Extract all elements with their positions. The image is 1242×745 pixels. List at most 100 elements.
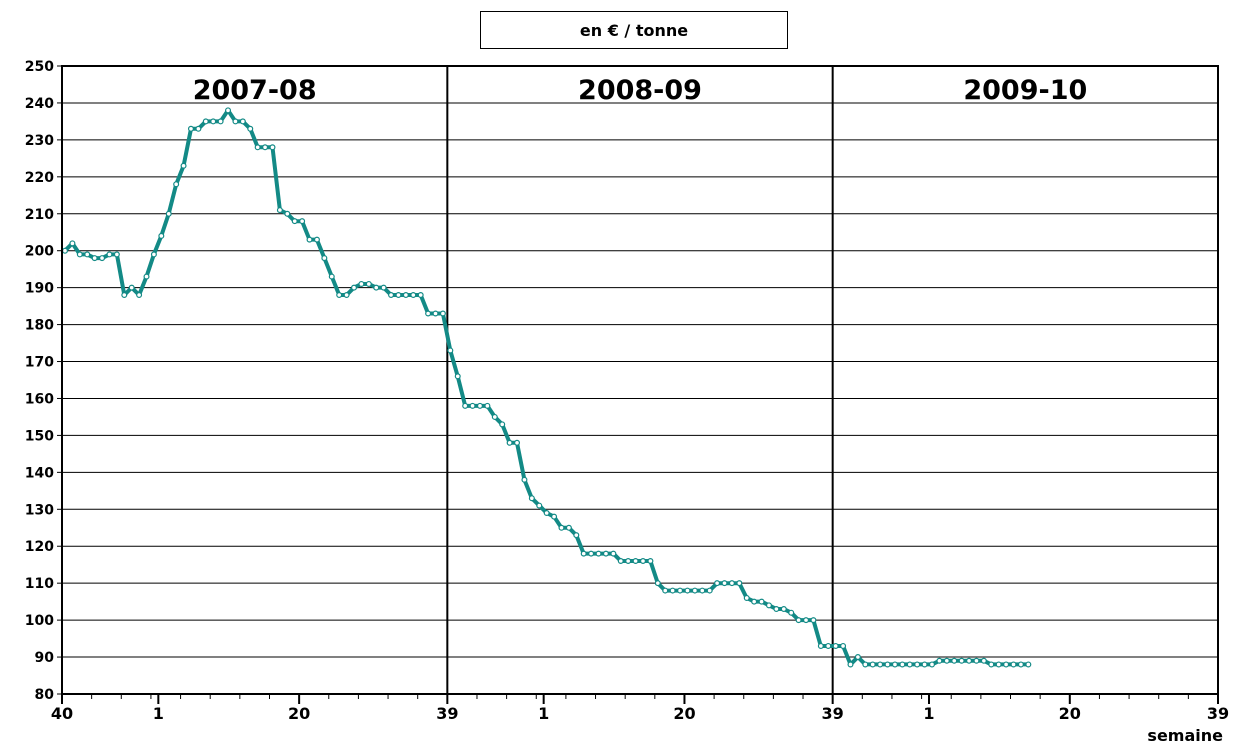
x-tick-label: 39 [436, 704, 458, 723]
x-tick-label: 40 [51, 704, 73, 723]
data-point [439, 310, 446, 317]
data-point [491, 413, 498, 420]
data-point [684, 587, 691, 594]
season-label: 2008-09 [578, 75, 702, 106]
data-point [914, 661, 921, 668]
data-point [432, 310, 439, 317]
data-point [402, 292, 409, 299]
data-point [521, 476, 528, 483]
y-tick-label: 210 [25, 207, 54, 223]
data-point [373, 284, 380, 291]
data-point [743, 594, 750, 601]
data-point [691, 587, 698, 594]
data-point [84, 251, 91, 258]
data-point [269, 144, 276, 151]
data-point [877, 661, 884, 668]
data-point [128, 284, 135, 291]
y-tick-label: 120 [25, 539, 54, 555]
data-point [988, 661, 995, 668]
data-point [728, 580, 735, 587]
data-point [425, 310, 432, 317]
data-point [765, 602, 772, 609]
data-point [869, 661, 876, 668]
data-point [195, 125, 202, 132]
data-point [173, 181, 180, 188]
data-point [254, 144, 261, 151]
y-tick-label: 90 [35, 650, 55, 666]
data-point [165, 210, 172, 217]
data-point [202, 118, 209, 125]
data-point [721, 580, 728, 587]
data-point [484, 402, 491, 409]
data-point [928, 661, 935, 668]
data-point [232, 118, 239, 125]
data-point [299, 218, 306, 225]
data-point [417, 292, 424, 299]
y-tick-label: 110 [25, 576, 54, 592]
data-point [780, 606, 787, 613]
data-point [336, 292, 343, 299]
data-point [677, 587, 684, 594]
x-axis-title: semaine [1147, 726, 1223, 745]
data-point [469, 402, 476, 409]
x-tick-label: 39 [1207, 704, 1229, 723]
data-point [573, 532, 580, 539]
data-point [810, 617, 817, 624]
data-point [558, 524, 565, 531]
data-point [69, 240, 76, 247]
data-point [187, 125, 194, 132]
data-point [951, 657, 958, 664]
data-point [306, 236, 313, 243]
data-point [225, 107, 232, 114]
y-tick-label: 220 [25, 170, 54, 186]
data-point [995, 661, 1002, 668]
data-point [158, 232, 165, 239]
data-point [899, 661, 906, 668]
data-point [662, 587, 669, 594]
data-point [617, 558, 624, 565]
data-point [447, 347, 454, 354]
data-point [210, 118, 217, 125]
data-point [943, 657, 950, 664]
data-point [395, 292, 402, 299]
grid-lines [62, 102, 1218, 658]
y-tick-label: 100 [25, 613, 54, 629]
data-point [921, 661, 928, 668]
data-point [825, 642, 832, 649]
data-point [565, 524, 572, 531]
data-point [91, 255, 98, 262]
data-point [958, 657, 965, 664]
data-point [99, 255, 106, 262]
data-point [840, 642, 847, 649]
data-point [388, 292, 395, 299]
data-point [602, 550, 609, 557]
season-label: 2007-08 [193, 75, 317, 106]
data-point [143, 273, 150, 280]
data-point [736, 580, 743, 587]
data-point [654, 580, 661, 587]
data-point [647, 558, 654, 565]
data-point [580, 550, 587, 557]
data-point [543, 509, 550, 516]
data-point [906, 661, 913, 668]
x-tick-label: 20 [288, 704, 310, 723]
y-tick-label: 180 [25, 318, 54, 334]
data-point [113, 251, 120, 258]
data-point [854, 654, 861, 661]
data-point [803, 617, 810, 624]
data-point [499, 421, 506, 428]
x-tick-label: 1 [153, 704, 164, 723]
data-point [514, 439, 521, 446]
data-point [639, 558, 646, 565]
data-point [180, 162, 187, 169]
season-dividers [446, 66, 834, 694]
unit-label-box: en € / tonne [480, 11, 788, 49]
data-point [891, 661, 898, 668]
y-tick-label: 130 [25, 502, 54, 518]
series-layer [61, 107, 1032, 668]
season-labels: 2007-08 2008-09 2009-10 [193, 75, 1088, 106]
season-label: 2009-10 [963, 75, 1087, 106]
data-point [239, 118, 246, 125]
data-point [862, 661, 869, 668]
y-tick-label: 160 [25, 391, 54, 407]
